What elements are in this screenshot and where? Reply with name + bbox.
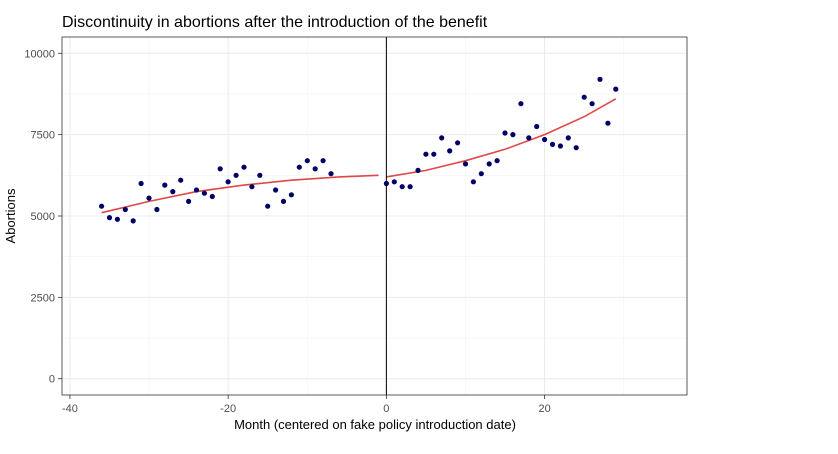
data-point: [154, 206, 160, 213]
data-point: [99, 203, 105, 209]
data-point: [288, 192, 294, 198]
data-point: [581, 94, 587, 100]
x-tick-label: 20: [538, 403, 550, 415]
data-point: [605, 120, 611, 126]
data-point: [391, 179, 397, 185]
x-axis-title: Month (centered on fake policy introduct…: [234, 417, 516, 432]
data-point: [304, 158, 310, 164]
y-tick-label: 10000: [24, 48, 55, 60]
chart-title: Discontinuity in abortions after the int…: [62, 14, 488, 31]
data-point: [510, 132, 516, 138]
data-point: [178, 177, 184, 183]
data-point: [193, 187, 200, 193]
data-point: [557, 143, 564, 149]
data-point: [280, 198, 287, 204]
data-point: [470, 179, 476, 185]
data-point: [573, 145, 579, 151]
data-point: [162, 182, 168, 188]
data-point: [186, 198, 192, 204]
data-point: [526, 135, 532, 141]
data-point: [565, 135, 571, 141]
data-point: [589, 101, 595, 107]
data-point: [225, 179, 231, 185]
data-point: [447, 148, 453, 154]
data-point: [549, 141, 556, 147]
data-point: [494, 158, 500, 164]
data-point: [257, 172, 263, 178]
fit-line: [386, 98, 617, 178]
fit-lines: [101, 98, 617, 214]
data-point: [597, 76, 603, 82]
data-point: [462, 161, 469, 167]
grid: [62, 37, 687, 395]
data-point: [415, 167, 421, 173]
data-point: [146, 195, 152, 201]
data-point: [407, 184, 413, 190]
x-axis-ticks: -40 -20 0 20: [62, 395, 551, 415]
data-point: [542, 136, 548, 143]
data-point: [114, 216, 120, 222]
data-points: [99, 76, 619, 224]
data-point: [486, 161, 492, 167]
data-point: [241, 164, 247, 170]
data-point: [265, 203, 271, 209]
data-point: [534, 123, 540, 130]
data-point: [455, 140, 461, 146]
data-point: [201, 190, 207, 196]
data-point: [217, 166, 223, 172]
y-tick-label: 7500: [31, 130, 55, 142]
data-point: [613, 86, 619, 92]
y-tick-label: 5000: [31, 211, 55, 223]
fit-line: [101, 174, 379, 214]
data-point: [130, 218, 136, 224]
y-tick-label: 0: [49, 374, 55, 386]
data-point: [209, 193, 215, 200]
y-axis-ticks: 0 2500 5000 7500 10000: [24, 48, 62, 386]
data-point: [383, 180, 389, 187]
x-tick-label: -40: [62, 403, 78, 415]
data-point: [502, 130, 508, 136]
data-point: [296, 164, 302, 170]
data-point: [328, 171, 334, 177]
y-tick-label: 2500: [31, 292, 55, 304]
data-point: [399, 184, 405, 190]
data-point: [439, 135, 445, 141]
data-point: [170, 189, 176, 195]
data-point: [233, 172, 239, 178]
x-tick-label: -20: [220, 403, 236, 415]
x-tick-label: 0: [383, 403, 389, 415]
data-point: [138, 180, 144, 187]
y-axis-title: Abortions: [3, 188, 18, 243]
data-point: [122, 206, 128, 213]
data-point: [106, 215, 113, 221]
data-point: [249, 184, 255, 190]
data-point: [423, 151, 429, 157]
data-point: [518, 101, 524, 107]
data-point: [478, 171, 484, 177]
data-point: [273, 187, 279, 193]
data-point: [320, 158, 326, 164]
data-point: [431, 151, 437, 157]
data-point: [312, 166, 318, 172]
